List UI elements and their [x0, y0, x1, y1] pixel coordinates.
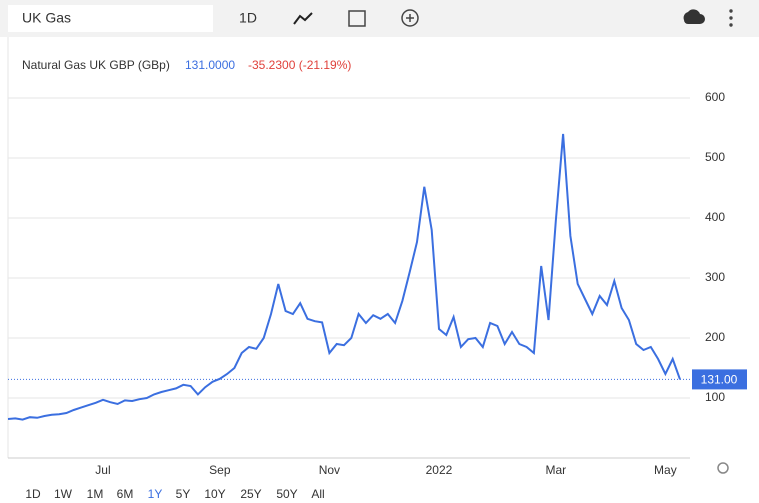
x-tick-label: Nov — [319, 463, 340, 477]
x-tick-label: Jul — [95, 463, 110, 477]
range-button[interactable]: 1W — [54, 487, 73, 501]
x-tick-label: 2022 — [426, 463, 453, 477]
price: 131.0000 — [185, 58, 235, 72]
y-tick-label: 300 — [705, 270, 725, 284]
x-tick-label: Sep — [209, 463, 231, 477]
x-tick-label: Mar — [545, 463, 566, 477]
calendar-icon[interactable] — [348, 10, 366, 27]
search-box[interactable] — [8, 5, 213, 32]
x-tick-label: May — [654, 463, 677, 477]
y-tick-label: 200 — [705, 330, 725, 344]
price-line — [7, 133, 681, 421]
chart-title: Natural Gas UK GBP (GBp) — [22, 58, 170, 72]
download-icon[interactable] — [683, 9, 705, 24]
last-value-label: 131.00 — [701, 373, 738, 387]
range-button[interactable]: 6M — [117, 487, 134, 501]
y-tick-label: 500 — [705, 150, 725, 164]
interval-button[interactable]: 1D — [239, 10, 257, 26]
range-button[interactable]: 1D — [25, 487, 41, 501]
chart-type-icon[interactable] — [293, 12, 313, 25]
y-tick-label: 100 — [705, 390, 725, 404]
settings-icon[interactable] — [717, 462, 729, 474]
range-button[interactable]: All — [311, 487, 324, 501]
menu-icon[interactable] — [729, 9, 733, 27]
add-icon[interactable] — [401, 9, 419, 27]
range-button[interactable]: 5Y — [176, 487, 191, 501]
range-button[interactable]: 1Y — [148, 487, 163, 501]
range-button[interactable]: 10Y — [204, 487, 225, 501]
range-button[interactable]: 1M — [87, 487, 104, 501]
search-text[interactable]: UK Gas — [22, 10, 71, 26]
add-icon-plus — [406, 14, 414, 22]
range-button[interactable]: 50Y — [276, 487, 297, 501]
y-tick-label: 400 — [705, 210, 725, 224]
change: -35.2300 (-21.19%) — [248, 58, 351, 72]
range-button[interactable]: 25Y — [240, 487, 261, 501]
last-value-box — [692, 369, 747, 390]
y-tick-label: 600 — [705, 90, 725, 104]
